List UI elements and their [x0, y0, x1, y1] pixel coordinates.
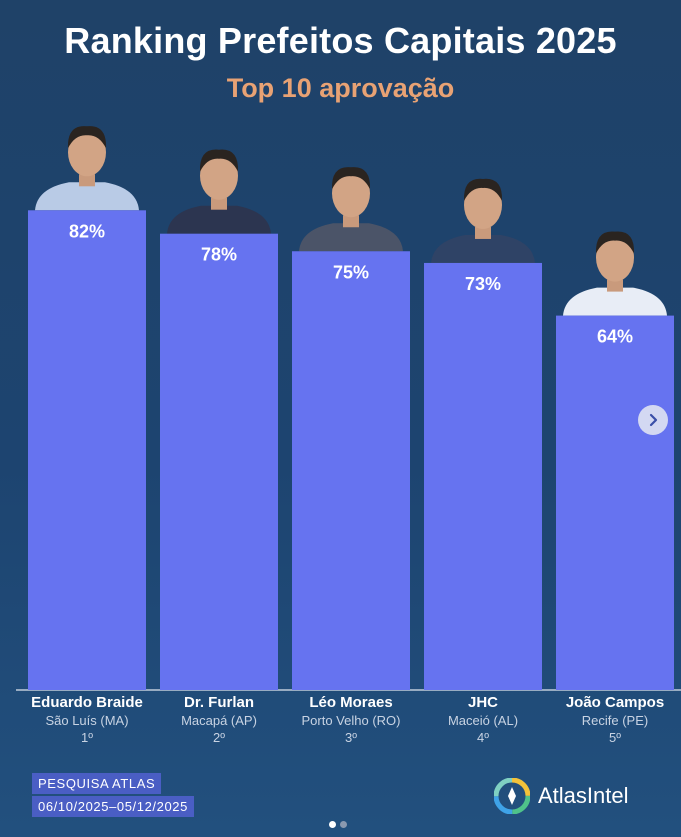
candidate-rank: 3º: [345, 730, 357, 745]
category-label-1: Eduardo Braide São Luís (MA) 1º: [17, 693, 157, 746]
candidate-portrait: [35, 126, 139, 211]
data-label-5: 64%: [597, 327, 633, 347]
candidate-rank: 4º: [477, 730, 489, 745]
data-label-3: 75%: [333, 262, 369, 282]
candidate-rank: 2º: [213, 730, 225, 745]
carousel-indicator: [329, 821, 347, 828]
bar-3: [292, 251, 410, 690]
candidate-name: Léo Moraes: [309, 694, 393, 711]
bar-5: [556, 315, 674, 690]
category-label-3: Léo Moraes Porto Velho (RO) 3º: [281, 693, 421, 746]
candidate-portrait: [431, 178, 535, 263]
candidate-rank: 5º: [609, 730, 621, 745]
candidate-name: João Campos: [565, 694, 665, 711]
candidate-name: Dr. Furlan: [183, 694, 254, 711]
candidate-portrait: [167, 149, 271, 234]
bar-1: [28, 210, 146, 691]
data-label-4: 73%: [465, 274, 501, 294]
carousel-dot-active[interactable]: [329, 821, 336, 828]
data-label-2: 78%: [201, 245, 237, 265]
candidate-city: São Luís (MA): [45, 713, 129, 728]
category-label-5: João Campos Recife (PE) 5º: [545, 693, 681, 746]
candidate-name: JHC: [467, 694, 498, 711]
candidate-city: Recife (PE): [581, 713, 649, 728]
carousel-dot[interactable]: [340, 821, 347, 828]
chart-title: Ranking Prefeitos Capitais 2025: [64, 20, 617, 61]
atlasintel-logo: AtlasIntel: [494, 778, 629, 814]
category-label-4: JHC Maceió (AL) 4º: [413, 693, 553, 746]
candidate-portrait: [563, 231, 667, 316]
candidate-city: Macapá (AP): [181, 713, 257, 728]
chevron-right-icon: [649, 413, 658, 427]
source-title: PESQUISA ATLAS: [32, 773, 162, 794]
candidate-name: Eduardo Braide: [31, 694, 143, 711]
bar-2: [160, 233, 278, 690]
source-info: PESQUISA ATLAS 06/10/2025–05/12/2025: [32, 773, 194, 817]
source-dates: 06/10/2025–05/12/2025: [32, 796, 194, 817]
category-label-2: Dr. Furlan Macapá (AP) 2º: [149, 693, 289, 746]
candidate-rank: 1º: [81, 730, 93, 745]
logo-text: AtlasIntel: [538, 783, 629, 808]
chart-subtitle: Top 10 aprovação: [226, 73, 455, 103]
data-label-1: 82%: [69, 221, 105, 241]
candidate-portrait: [299, 167, 403, 252]
candidate-city: Maceió (AL): [447, 713, 519, 728]
candidate-city: Porto Velho (RO): [301, 713, 401, 728]
next-slide-button[interactable]: [638, 405, 668, 435]
atlas-logo-icon: [494, 778, 530, 814]
bar-4: [424, 262, 542, 690]
